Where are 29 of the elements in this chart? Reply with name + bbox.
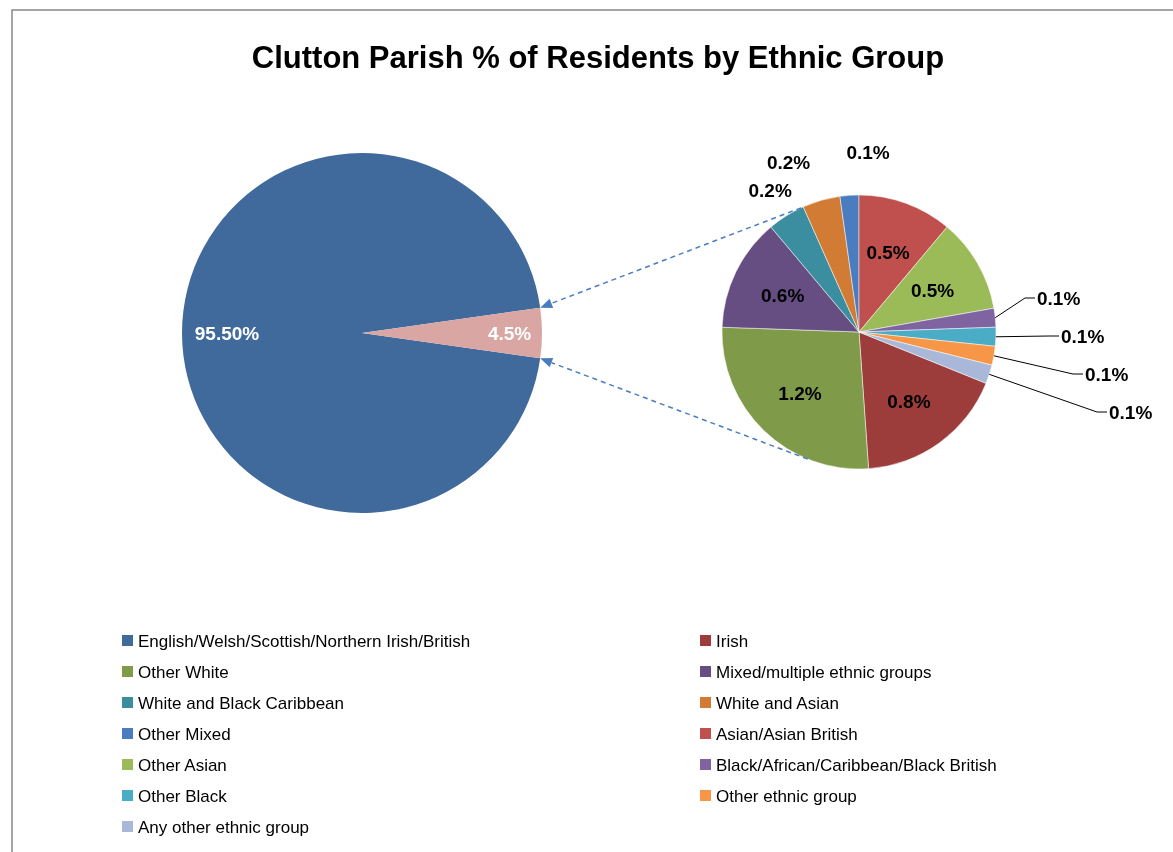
legend-label: White and Black Caribbean	[138, 694, 345, 713]
data-label: 0.6%	[761, 284, 805, 306]
legend-label: Other Black	[138, 787, 228, 806]
legend-label: Other Asian	[138, 756, 227, 775]
legend-label: Any other ethnic group	[138, 818, 310, 837]
data-label: 0.1%	[846, 141, 890, 163]
legend-label: Other ethnic group	[716, 787, 857, 806]
data-label: 4.5%	[487, 323, 532, 344]
legend-label: Other Mixed	[138, 725, 231, 744]
data-label: 0.1%	[1085, 364, 1129, 385]
pie-slice	[182, 153, 541, 513]
data-label: 0.1%	[1061, 326, 1105, 347]
data-label: 0.5%	[866, 242, 910, 264]
data-label: 0.8%	[887, 390, 931, 412]
data-label: 0.2%	[748, 179, 792, 201]
legend-label: Black/African/Caribbean/Black British	[716, 756, 997, 775]
legend-label: Mixed/multiple ethnic groups	[716, 663, 932, 682]
legend-label: White and Asian	[716, 694, 839, 713]
data-label: 95.50%	[194, 323, 260, 344]
data-label: 0.5%	[910, 279, 955, 301]
chart-title: Clutton Parish % of Residents by Ethnic Group	[251, 40, 945, 75]
data-label: 0.1%	[1037, 288, 1081, 309]
legend-label: Asian/Asian British	[716, 725, 858, 744]
legend-label: Irish	[716, 632, 749, 651]
data-label: 0.1%	[1109, 402, 1153, 423]
data-label: 1.2%	[778, 383, 822, 405]
legend-label: English/Welsh/Scottish/Northern Irish/British	[138, 632, 471, 651]
data-label: 0.2%	[766, 152, 811, 174]
legend-label: Other White	[138, 663, 229, 682]
